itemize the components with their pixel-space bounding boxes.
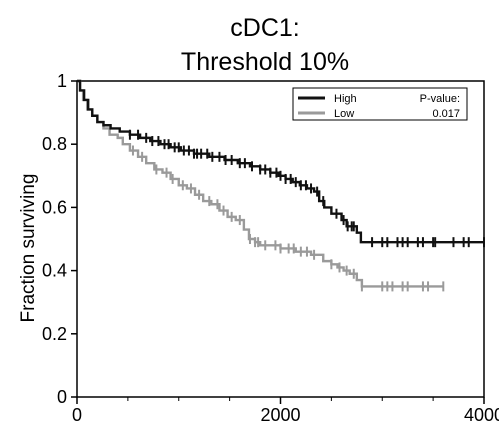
survival-line-low: [77, 79, 444, 288]
axis-ticks: 0 0.2 0.4 0.6 0.8 1 0 2000 4000: [42, 71, 499, 425]
y-tick-label: 0.8: [42, 134, 67, 154]
y-tick-label: 1: [57, 71, 67, 91]
x-tick-label: 0: [72, 405, 82, 425]
legend-pvalue-value: 0.017: [432, 108, 460, 120]
legend-low-label: Low: [334, 108, 354, 120]
chart-title-line-2: Threshold 10%: [181, 48, 349, 76]
legend-pvalue-label: P-value:: [420, 93, 460, 105]
censor-marks: [128, 129, 485, 292]
y-tick-label: 0.6: [42, 197, 67, 217]
x-tick-label: 4000: [464, 405, 499, 425]
y-tick-label: 0: [57, 387, 67, 407]
y-tick-label: 0.4: [42, 261, 67, 281]
legend: High Low P-value: 0.017: [292, 87, 468, 121]
chart-title-line-1: cDC1:: [230, 14, 299, 42]
x-tick-label: 2000: [260, 405, 300, 425]
legend-box: [292, 87, 468, 121]
legend-high-label: High: [334, 93, 357, 105]
y-tick-label: 0.2: [42, 324, 67, 344]
y-axis-label: Fraction surviving: [18, 174, 39, 323]
